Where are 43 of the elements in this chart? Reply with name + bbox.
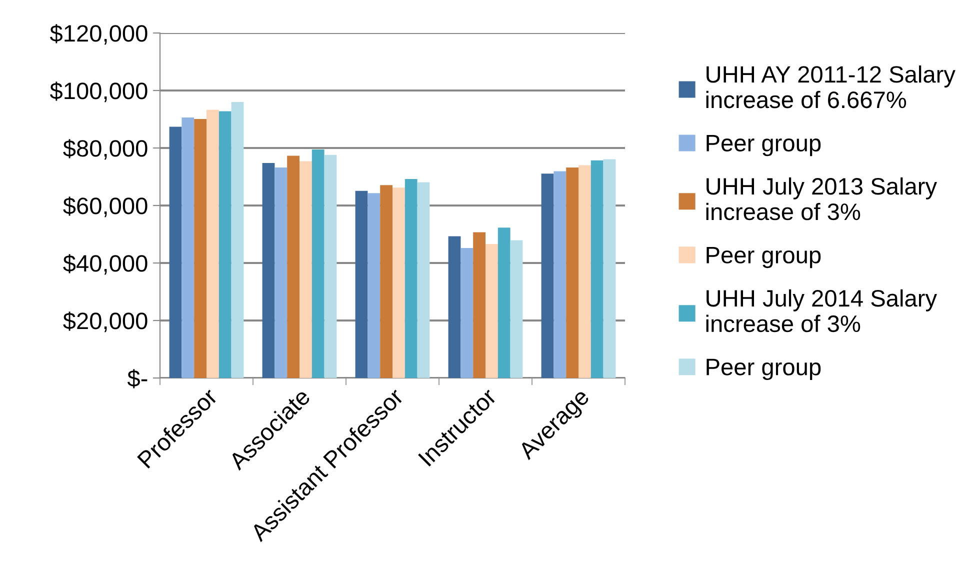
bar [590,160,604,378]
bar [541,174,554,378]
bar [274,168,288,378]
bar [287,156,300,378]
legend-label: UHH July 2013 Salary increase of 3% [706,177,937,220]
bar [554,171,566,378]
bar [578,165,591,378]
bar [312,149,324,378]
bar [498,228,510,378]
bar [566,168,578,378]
bar [262,162,275,378]
bar [448,236,461,378]
y-tick-label: $- [127,369,148,388]
bar [194,118,206,378]
legend-label: Peer group [706,135,821,156]
bar [510,240,523,378]
bar [355,190,368,378]
bar [460,248,474,378]
bar [368,193,380,378]
bar [603,159,616,378]
legend-label: Peer group [706,246,821,268]
y-tick-label: $100,000 [50,82,148,102]
bar [218,111,232,378]
bar [404,179,418,378]
bar [392,188,405,378]
bar [473,232,486,378]
legend-label: UHH July 2014 Salary increase of 3% [706,289,937,332]
y-tick-label: $80,000 [63,139,148,160]
bar [169,126,182,378]
legend-label: UHH AY 2011-12 Salary increase of 6.667% [706,65,956,108]
bar [417,182,430,378]
bar [324,154,337,378]
y-tick-label: $60,000 [63,196,148,218]
y-tick-label: $120,000 [50,24,148,45]
bar [380,185,392,378]
y-tick-label: $20,000 [63,312,148,332]
bar [206,110,219,378]
bar [182,118,194,378]
legend-label: Peer group [706,358,821,380]
bar [486,244,498,378]
y-tick-label: $40,000 [63,254,148,275]
bar [300,161,312,378]
bar [231,102,244,378]
